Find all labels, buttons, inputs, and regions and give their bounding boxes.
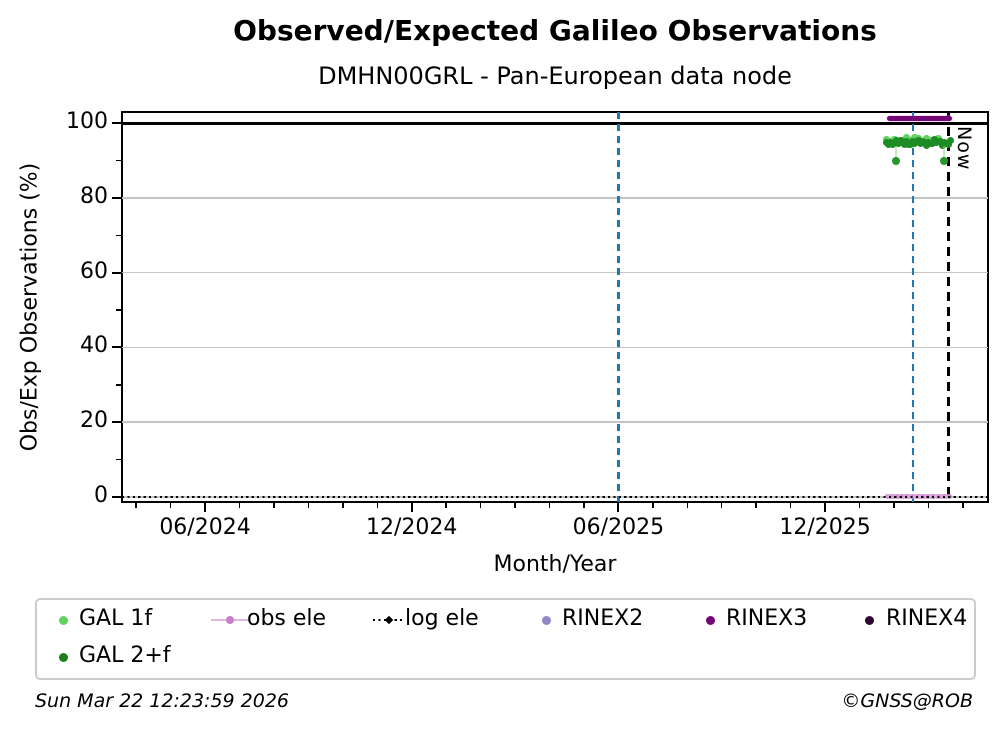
y-axis-tick — [112, 346, 122, 349]
timestamp-text: Sun Mar 22 12:23:59 2026 — [35, 690, 290, 712]
x-axis-minor-tick — [962, 502, 964, 508]
copyright-text: ©GNSS@ROB — [841, 690, 973, 712]
legend-label-log-ele: log ele — [405, 606, 479, 631]
legend-marker-obs-ele — [226, 616, 234, 624]
x-tick-label: 06/2024 — [159, 515, 251, 540]
x-axis-minor-tick — [858, 502, 861, 508]
x-axis-minor-tick — [652, 502, 654, 508]
y-axis-tick — [112, 495, 122, 498]
x-axis-tick — [204, 502, 207, 512]
page-title: Observed/Expected Galileo Observations — [233, 14, 877, 47]
data-point — [928, 139, 936, 147]
data-point — [911, 134, 918, 141]
gridline — [122, 197, 988, 199]
x-axis-minor-tick — [273, 502, 275, 508]
x-axis-minor-tick — [789, 502, 792, 508]
now-vline — [947, 112, 950, 502]
x-axis-minor-tick — [893, 502, 895, 508]
x-axis-tick — [824, 502, 827, 512]
x-axis-minor-tick — [445, 502, 447, 508]
y-tick-label: 20 — [80, 408, 108, 434]
x-tick-label: 12/2024 — [365, 515, 458, 540]
legend-label-obs-ele: obs ele — [247, 606, 327, 631]
gridline — [122, 421, 988, 423]
hline-100 — [122, 121, 988, 125]
x-axis-minor-tick — [307, 502, 310, 508]
x-axis-tick — [617, 502, 620, 512]
y-axis-tick — [112, 271, 122, 274]
legend-marker-gal-1f — [58, 615, 68, 625]
y-tick-label: 100 — [66, 109, 108, 135]
gridline — [122, 271, 988, 274]
series-log-ele-line — [122, 495, 988, 499]
x-tick-label: 12/2025 — [779, 515, 871, 540]
x-axis-minor-tick — [720, 502, 723, 508]
data-point — [935, 134, 942, 142]
x-axis-label: Month/Year — [493, 552, 617, 577]
x-axis-minor-tick — [135, 502, 137, 508]
x-axis-minor-tick — [376, 502, 378, 508]
event-vline — [617, 112, 620, 502]
legend-marker-rinex2 — [541, 615, 551, 625]
legend-label-rinex4: RINEX4 — [886, 606, 968, 631]
page-subtitle: DMHN00GRL - Pan-European data node — [318, 62, 792, 90]
y-tick-label: 60 — [80, 258, 108, 284]
plot-frame — [121, 111, 989, 503]
data-point — [903, 134, 910, 141]
data-point-outlier — [939, 156, 948, 165]
y-tick-label: 80 — [80, 183, 108, 209]
x-tick-label: 06/2025 — [572, 515, 665, 540]
x-axis-minor-tick — [548, 502, 551, 508]
data-point — [944, 140, 952, 148]
legend-label-gal-2f: GAL 2+f — [79, 643, 171, 668]
y-axis-tick — [112, 122, 122, 125]
legend-marker-gal-2f — [58, 652, 68, 662]
y-axis-minor-tick — [116, 159, 122, 162]
gridline — [122, 346, 988, 349]
x-axis-minor-tick — [514, 502, 516, 508]
event-vline — [911, 112, 915, 502]
x-axis-minor-tick — [927, 502, 930, 508]
x-axis-tick — [410, 502, 413, 512]
y-axis-minor-tick — [116, 234, 122, 237]
x-axis-minor-tick — [583, 502, 585, 508]
y-axis-tick — [112, 196, 122, 199]
data-point-outlier — [891, 156, 900, 165]
legend-label-rinex3: RINEX3 — [726, 606, 808, 631]
outlier-tail — [942, 145, 945, 160]
y-axis-minor-tick — [116, 309, 122, 311]
outlier-tail — [894, 145, 897, 160]
x-axis-minor-tick — [342, 502, 344, 508]
data-point — [906, 141, 914, 149]
x-axis-minor-tick — [238, 502, 241, 508]
data-point — [946, 137, 954, 145]
x-axis-minor-tick — [755, 502, 757, 508]
legend-label-gal-1f: GAL 1f — [79, 606, 153, 631]
x-axis-minor-tick — [686, 502, 689, 508]
y-axis-minor-tick — [116, 384, 122, 386]
data-point — [936, 138, 944, 146]
x-axis-minor-tick — [169, 502, 172, 508]
legend-marker-rinex3 — [705, 615, 715, 625]
y-axis-tick — [112, 421, 122, 424]
series-rinex3-bar — [886, 115, 953, 122]
now-annotation-label: Now — [953, 126, 975, 171]
y-tick-label: 0 — [94, 482, 108, 508]
legend-label-rinex2: RINEX2 — [562, 606, 644, 631]
legend — [35, 598, 976, 680]
x-axis-minor-tick — [479, 502, 482, 508]
y-axis-minor-tick — [116, 458, 122, 461]
legend-marker-rinex4 — [864, 615, 874, 625]
y-tick-label: 40 — [80, 333, 108, 359]
